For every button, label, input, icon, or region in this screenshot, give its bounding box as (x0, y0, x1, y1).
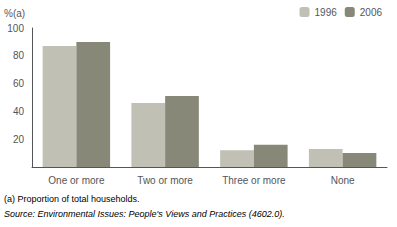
svg-text:20: 20 (13, 134, 25, 145)
svg-text:Three or more: Three or more (222, 175, 286, 186)
svg-text:Source: Environmental Issues:: Source: Environmental Issues: People's V… (4, 209, 285, 219)
svg-text:80: 80 (13, 50, 25, 61)
svg-text:1996: 1996 (315, 7, 338, 18)
svg-text:%(a): %(a) (4, 8, 25, 19)
svg-text:One or more: One or more (48, 175, 105, 186)
svg-text:100: 100 (7, 23, 24, 34)
svg-text:60: 60 (13, 78, 25, 89)
svg-text:2006: 2006 (360, 7, 383, 18)
svg-text:40: 40 (13, 106, 25, 117)
svg-text:None: None (331, 175, 355, 186)
svg-text:Two or more: Two or more (137, 175, 193, 186)
svg-text:(a) Proportion of total househ: (a) Proportion of total households. (4, 194, 140, 204)
